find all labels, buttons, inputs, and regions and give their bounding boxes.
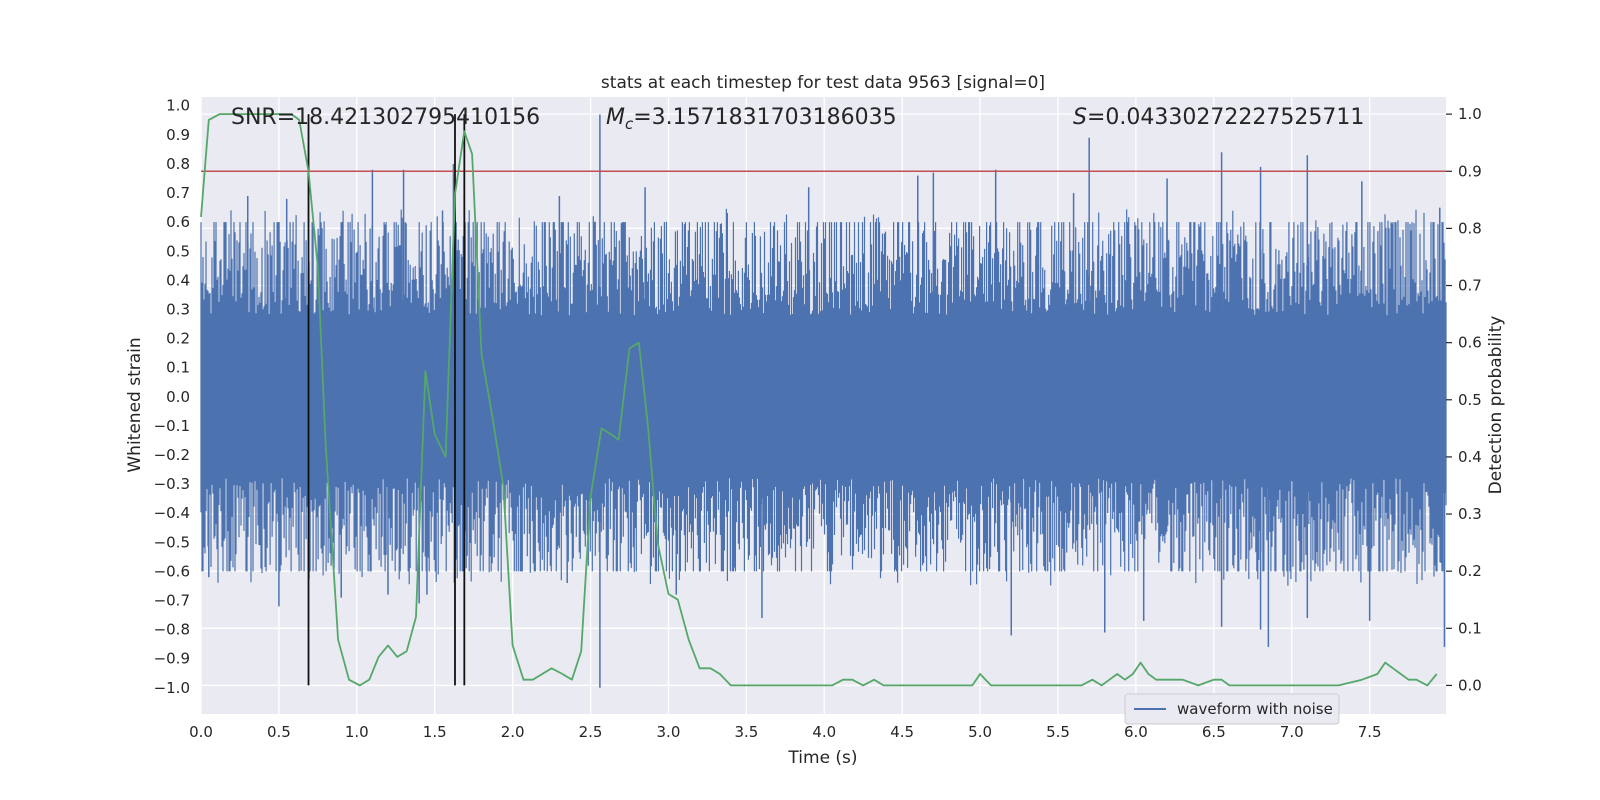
- y2-tick-label: 0.6: [1458, 334, 1482, 352]
- x-tick-label: 2.5: [579, 723, 603, 741]
- y-tick-label: −0.7: [154, 591, 190, 609]
- x-tick-label: 1.0: [345, 723, 369, 741]
- y-tick-label: −0.3: [154, 475, 190, 493]
- y-axis-label: Whitened strain: [125, 337, 145, 472]
- y-tick-label: −0.2: [154, 446, 190, 464]
- legend-box: [1124, 693, 1340, 725]
- y2-tick-label: 0.2: [1458, 562, 1482, 580]
- x-tick-label: 1.5: [423, 723, 447, 741]
- legend: waveform with noise: [1124, 693, 1340, 725]
- x-tick-label: 3.5: [734, 723, 758, 741]
- s-symbol: S: [1073, 105, 1087, 130]
- x-tick-label: 0.5: [267, 723, 291, 741]
- probability-series: [200, 113, 1438, 687]
- y-tick-label: −1.0: [154, 679, 190, 697]
- x-tick-label: 6.0: [1124, 723, 1148, 741]
- legend-label: waveform with noise: [1177, 700, 1333, 718]
- y-tick-label: −0.1: [154, 417, 190, 435]
- y-tick-label: 0.5: [166, 242, 190, 260]
- y-tick-label: 1.0: [166, 97, 190, 115]
- x-tick-label: 7.0: [1280, 723, 1304, 741]
- chirp-mass-value: =3.1571831703186035: [633, 105, 896, 130]
- x-tick-label: 4.5: [890, 723, 914, 741]
- s-annotation: S=0.04330272227525711: [1073, 105, 1364, 130]
- y2-tick-label: 0.9: [1458, 162, 1482, 180]
- y-tick-label: 0.9: [166, 126, 190, 144]
- y2-tick-label: 0.4: [1458, 448, 1482, 466]
- y-tick-label: −0.9: [154, 650, 190, 668]
- chart-title: stats at each timestep for test data 956…: [601, 73, 1045, 93]
- y-axis-right: 1.0 0.9 0.8 0.7 0.6 0.5 0.4 0.3 0.2 0.1 0.0: [1446, 105, 1482, 694]
- x-tick-label: 7.5: [1358, 723, 1382, 741]
- y-tick-label: 0.1: [166, 359, 190, 377]
- x-tick-label: 5.0: [968, 723, 992, 741]
- y-tick-label: 0.0: [166, 388, 190, 406]
- x-axis-label: Time (s): [787, 748, 857, 768]
- x-tick-label: 5.5: [1046, 723, 1070, 741]
- snr-annotation: SNR=18.421302795410156: [231, 105, 540, 130]
- x-tick-label: 4.0: [812, 723, 836, 741]
- x-tick-label: 2.0: [501, 723, 525, 741]
- y-tick-label: −0.6: [154, 562, 190, 580]
- s-value: =0.04330272227525711: [1087, 105, 1364, 130]
- chirp-mass-symbol: M: [606, 105, 625, 130]
- y-tick-label: 0.2: [166, 330, 190, 348]
- x-tick-label: 3.0: [657, 723, 681, 741]
- y2-tick-label: 0.8: [1458, 219, 1482, 237]
- y-tick-label: 0.3: [166, 300, 190, 318]
- y-axis-left: 1.0 0.9 0.8 0.7 0.6 0.5 0.4 0.3 0.2 0.1 0.0 −0.1 −0.…: [154, 97, 190, 697]
- y2-tick-label: 0.7: [1458, 277, 1482, 295]
- y-tick-label: 0.8: [166, 155, 190, 173]
- x-axis: 0.0 0.5 1.0 1.5 2.0 2.5 3.0 3.5 4.0 4.5 5.0 5.5 6.0 6…: [189, 723, 1382, 741]
- y-tick-label: −0.8: [154, 621, 190, 639]
- y2-tick-label: 0.3: [1458, 505, 1482, 523]
- chirp-mass-subscript: c: [625, 115, 634, 133]
- x-tick-label: 0.0: [189, 723, 213, 741]
- y2-tick-label: 0.5: [1458, 391, 1482, 409]
- y-tick-label: 0.4: [166, 271, 190, 289]
- y2-tick-label: 0.1: [1458, 619, 1482, 637]
- y2-tick-label: 0.0: [1458, 676, 1482, 694]
- waveform-series: [200, 114, 1447, 688]
- y-tick-label: −0.5: [154, 533, 190, 551]
- y2-tick-label: 1.0: [1458, 105, 1482, 123]
- y-tick-label: −0.4: [154, 504, 190, 522]
- y-tick-label: 0.6: [166, 213, 190, 231]
- x-tick-label: 6.5: [1202, 723, 1226, 741]
- y2-axis-label: Detection probability: [1486, 316, 1506, 495]
- y-tick-label: 0.7: [166, 184, 190, 202]
- chirp-mass-annotation: Mc=3.1571831703186035: [606, 105, 897, 133]
